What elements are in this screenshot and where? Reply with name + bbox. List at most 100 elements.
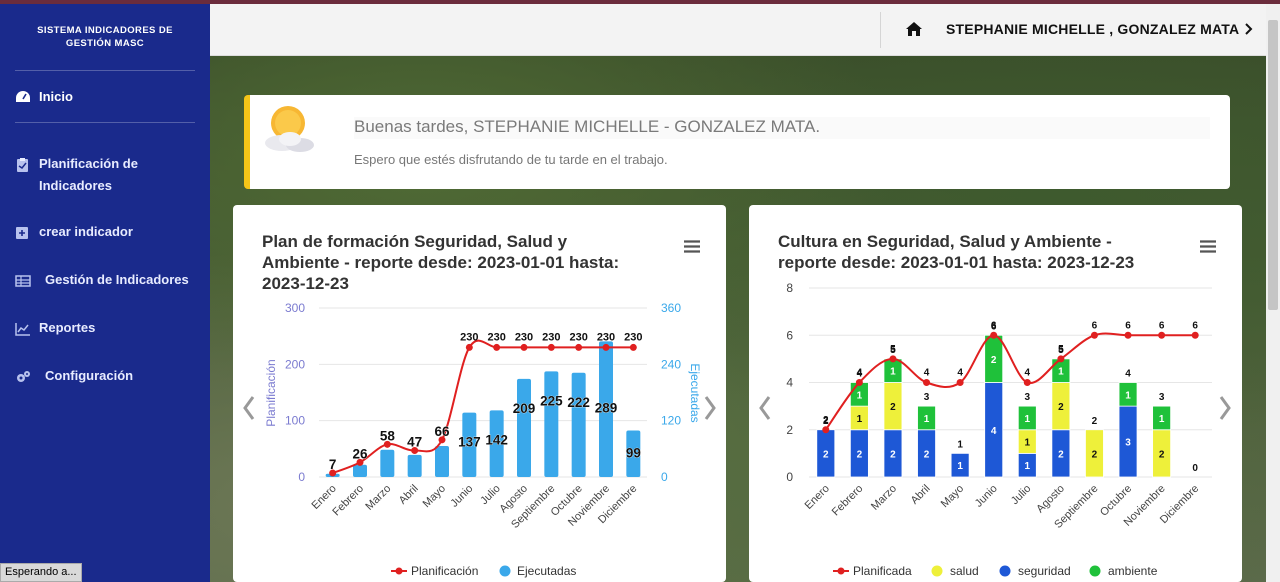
window-top-edge (0, 0, 1280, 4)
point-planificada (855, 379, 863, 386)
y-tick-label: 4 (786, 376, 793, 390)
point-planificada (1191, 331, 1199, 339)
greeting-title: Buenas tardes, STEPHANIE MICHELLE - GONZ… (354, 117, 1210, 139)
data-label-planificada: 6 (991, 320, 997, 331)
data-label-salud: 2 (1159, 449, 1165, 460)
data-label-total: 4 (1125, 369, 1131, 380)
data-label-ejecutadas: 209 (513, 401, 536, 416)
sidebar-item-label: Planificación de Indicadores (39, 156, 138, 193)
x-tick-label: Febrero (830, 483, 866, 519)
data-label-seguridad: 3 (1125, 438, 1131, 449)
bar-ejecutadas (517, 378, 531, 477)
point-planificada (1090, 331, 1098, 339)
x-tick-label: Marzo (363, 483, 393, 513)
bar-ejecutadas (407, 454, 422, 477)
data-label-seguridad: 2 (924, 449, 930, 460)
legend-label-seguridad: seguridad (1018, 564, 1071, 578)
data-label-total: 1 (957, 439, 963, 450)
data-label-planificada: 4 (924, 368, 930, 379)
data-label-total: 4 (857, 369, 863, 380)
data-label-planificada: 6 (1159, 320, 1165, 331)
sidebar-item-inicio[interactable]: Inicio (0, 89, 210, 104)
data-label-planificacion: 230 (542, 331, 560, 343)
legend-marker-seguridad (999, 565, 1011, 577)
bar-ambiente (1017, 405, 1037, 431)
bar-ejecutadas (462, 412, 477, 477)
legend-marker-ejecutadas (499, 565, 511, 577)
point-planificacion (629, 343, 637, 351)
plus-square-icon (16, 227, 28, 239)
chart-card-formacion: Plan de formación Seguridad, Salud y Amb… (233, 205, 726, 582)
home-icon[interactable] (905, 21, 923, 37)
y-right-tick-label: 360 (661, 301, 681, 315)
sidebar-item-reportes[interactable]: Reportes (0, 320, 210, 339)
user-menu[interactable]: STEPHANIE MICHELLE , GONZALEZ MATA (946, 21, 1240, 37)
sidebar-item-label: Inicio (39, 89, 73, 104)
data-label-total: 2 (1092, 416, 1098, 427)
point-planificada (1057, 355, 1065, 363)
data-label-ejecutadas: 99 (626, 446, 641, 461)
y-left-tick-label: 200 (285, 357, 305, 371)
sidebar-item-crear-indicador[interactable]: crear indicador (0, 224, 210, 243)
chart-card-cultura: Cultura en Seguridad, Salud y Ambiente -… (749, 205, 1242, 582)
sidebar-item-gestion[interactable]: Gestión de Indicadores (0, 272, 210, 291)
legend-marker-planificacion (395, 567, 403, 575)
carousel-prev-icon[interactable] (758, 395, 772, 421)
chevron-right-icon[interactable] (1244, 21, 1254, 37)
sidebar-item-planificacion[interactable]: Planificación de Indicadores (0, 156, 210, 197)
bar-salud (1085, 429, 1104, 478)
chart-menu-icon[interactable] (684, 240, 700, 253)
x-tick-label: Junio (448, 483, 475, 510)
sidebar-item-label: crear indicador (39, 224, 133, 239)
data-label-ambiente: 1 (1025, 414, 1031, 425)
data-label-planificada: 4 (957, 368, 963, 379)
bar-ejecutadas (380, 449, 395, 477)
legend-label-ambiente: ambiente (1108, 564, 1158, 578)
data-label-planificada: 4 (857, 368, 863, 379)
data-label-seguridad: 4 (991, 426, 997, 437)
brand-line-2: GESTIÓN MASC (65, 38, 145, 49)
top-header: STEPHANIE MICHELLE , GONZALEZ MATA (210, 4, 1266, 56)
x-tick-label: Abril (909, 483, 933, 507)
legend-marker-salud (931, 565, 943, 577)
bar-ejecutadas (435, 446, 449, 477)
chart-cultura: 0 2 4 6 8 2 2 2 1 1 4 2 2 1 5 2 1 3 1 1 4 2 6 1 1 1 3 2 2 1 5 2 2 3 1 4 2 1 3 0… (786, 281, 1212, 578)
chart-menu-icon[interactable] (1200, 240, 1216, 253)
x-tick-label: Marzo (869, 483, 899, 513)
data-label-ejecutadas: 222 (567, 395, 590, 410)
data-label-ambiente: 1 (890, 367, 896, 378)
carousel-next-icon[interactable] (703, 395, 717, 421)
bar-ejecutadas (599, 341, 613, 477)
scrollbar-thumb[interactable] (1268, 20, 1278, 310)
carousel-prev-icon[interactable] (242, 395, 256, 421)
bar-ejecutadas (626, 430, 641, 477)
data-label-seguridad: 2 (857, 449, 863, 460)
x-tick-label: Abril (397, 483, 421, 507)
x-tick-label: Mayo (421, 483, 449, 511)
data-label-ejecutadas: 47 (407, 435, 422, 450)
data-label-ejecutadas: 137 (458, 435, 481, 450)
x-tick-label: Agosto (1034, 483, 1067, 516)
y-left-tick-label: 0 (298, 470, 305, 484)
sidebar-item-label: Gestión de Indicadores (45, 272, 189, 287)
y-tick-label: 8 (786, 281, 793, 295)
sidebar-item-configuracion[interactable]: Configuración (0, 368, 210, 387)
data-label-seguridad: 2 (1058, 449, 1064, 460)
data-label-planificacion: 230 (460, 331, 478, 343)
data-label-planificada: 6 (1192, 320, 1198, 331)
point-planificacion (547, 343, 555, 351)
data-label-planificada: 6 (1125, 320, 1131, 331)
legend-label-planificada: Planificada (853, 564, 912, 578)
table-icon (15, 275, 31, 287)
y-tick-label: 0 (786, 470, 793, 484)
point-planificada (990, 331, 998, 339)
carousel-next-icon[interactable] (1218, 395, 1232, 421)
point-planificada (956, 379, 964, 386)
x-tick-label: Enero (803, 483, 832, 512)
chart-title: Plan de formación Seguridad, Salud y Amb… (262, 232, 620, 293)
header-divider (880, 12, 881, 48)
chart-formacion: 0 100 200 300 0 120 240 360 Planificación Ejecuta… (264, 301, 702, 578)
data-label-total: 3 (1159, 392, 1165, 403)
point-planificacion (356, 458, 364, 466)
legend-label-salud: salud (950, 564, 979, 578)
